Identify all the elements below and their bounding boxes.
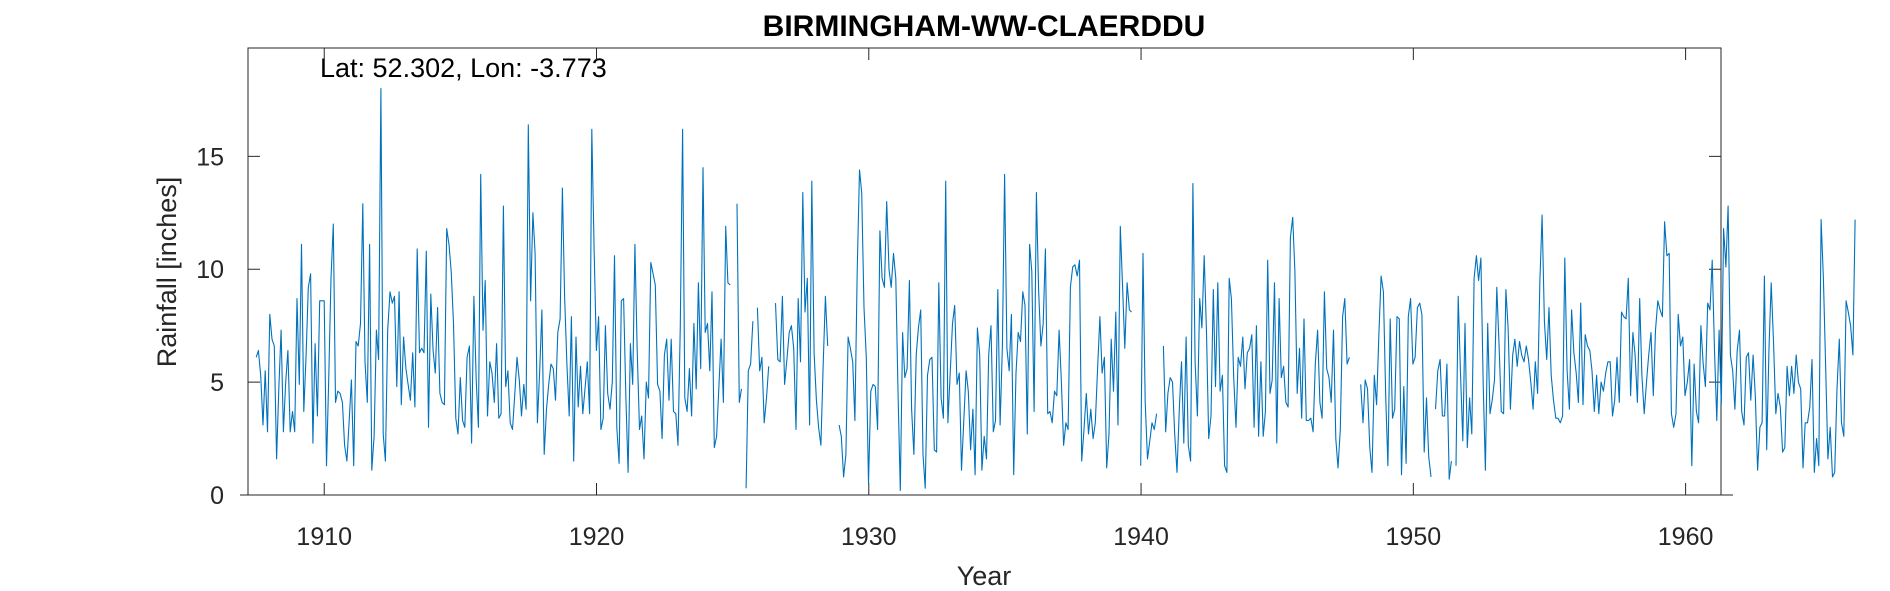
x-tick-label: 1940 — [1113, 523, 1169, 551]
x-tick-label: 1960 — [1658, 523, 1714, 551]
y-axis-label: Rainfall [inches] — [152, 177, 182, 368]
x-axis-label: Year — [957, 561, 1012, 591]
x-tick-label: 1930 — [841, 523, 897, 551]
y-tick-label: 5 — [210, 369, 224, 397]
location-annotation: Lat: 52.302, Lon: -3.773 — [320, 53, 607, 83]
chart-title: BIRMINGHAM-WW-CLAERDDU — [763, 10, 1206, 43]
x-axis-ticks: 1910 1920 1930 1940 1950 1960 — [296, 48, 1713, 551]
rainfall-series-line — [255, 88, 1856, 492]
y-axis-ticks: 0 5 10 15 — [196, 143, 1721, 510]
x-tick-label: 1920 — [569, 523, 625, 551]
x-tick-label: 1950 — [1386, 523, 1442, 551]
y-axis: 0 5 10 15 — [196, 48, 1721, 510]
series-layer — [255, 88, 1856, 492]
y-tick-label: 0 — [210, 482, 224, 510]
x-axis: 1910 1920 1930 1940 1950 1960 — [240, 48, 1733, 551]
plot-area — [247, 47, 1722, 496]
y-tick-label: 10 — [196, 256, 224, 284]
y-tick-label: 15 — [196, 143, 224, 171]
x-tick-label: 1910 — [296, 523, 352, 551]
